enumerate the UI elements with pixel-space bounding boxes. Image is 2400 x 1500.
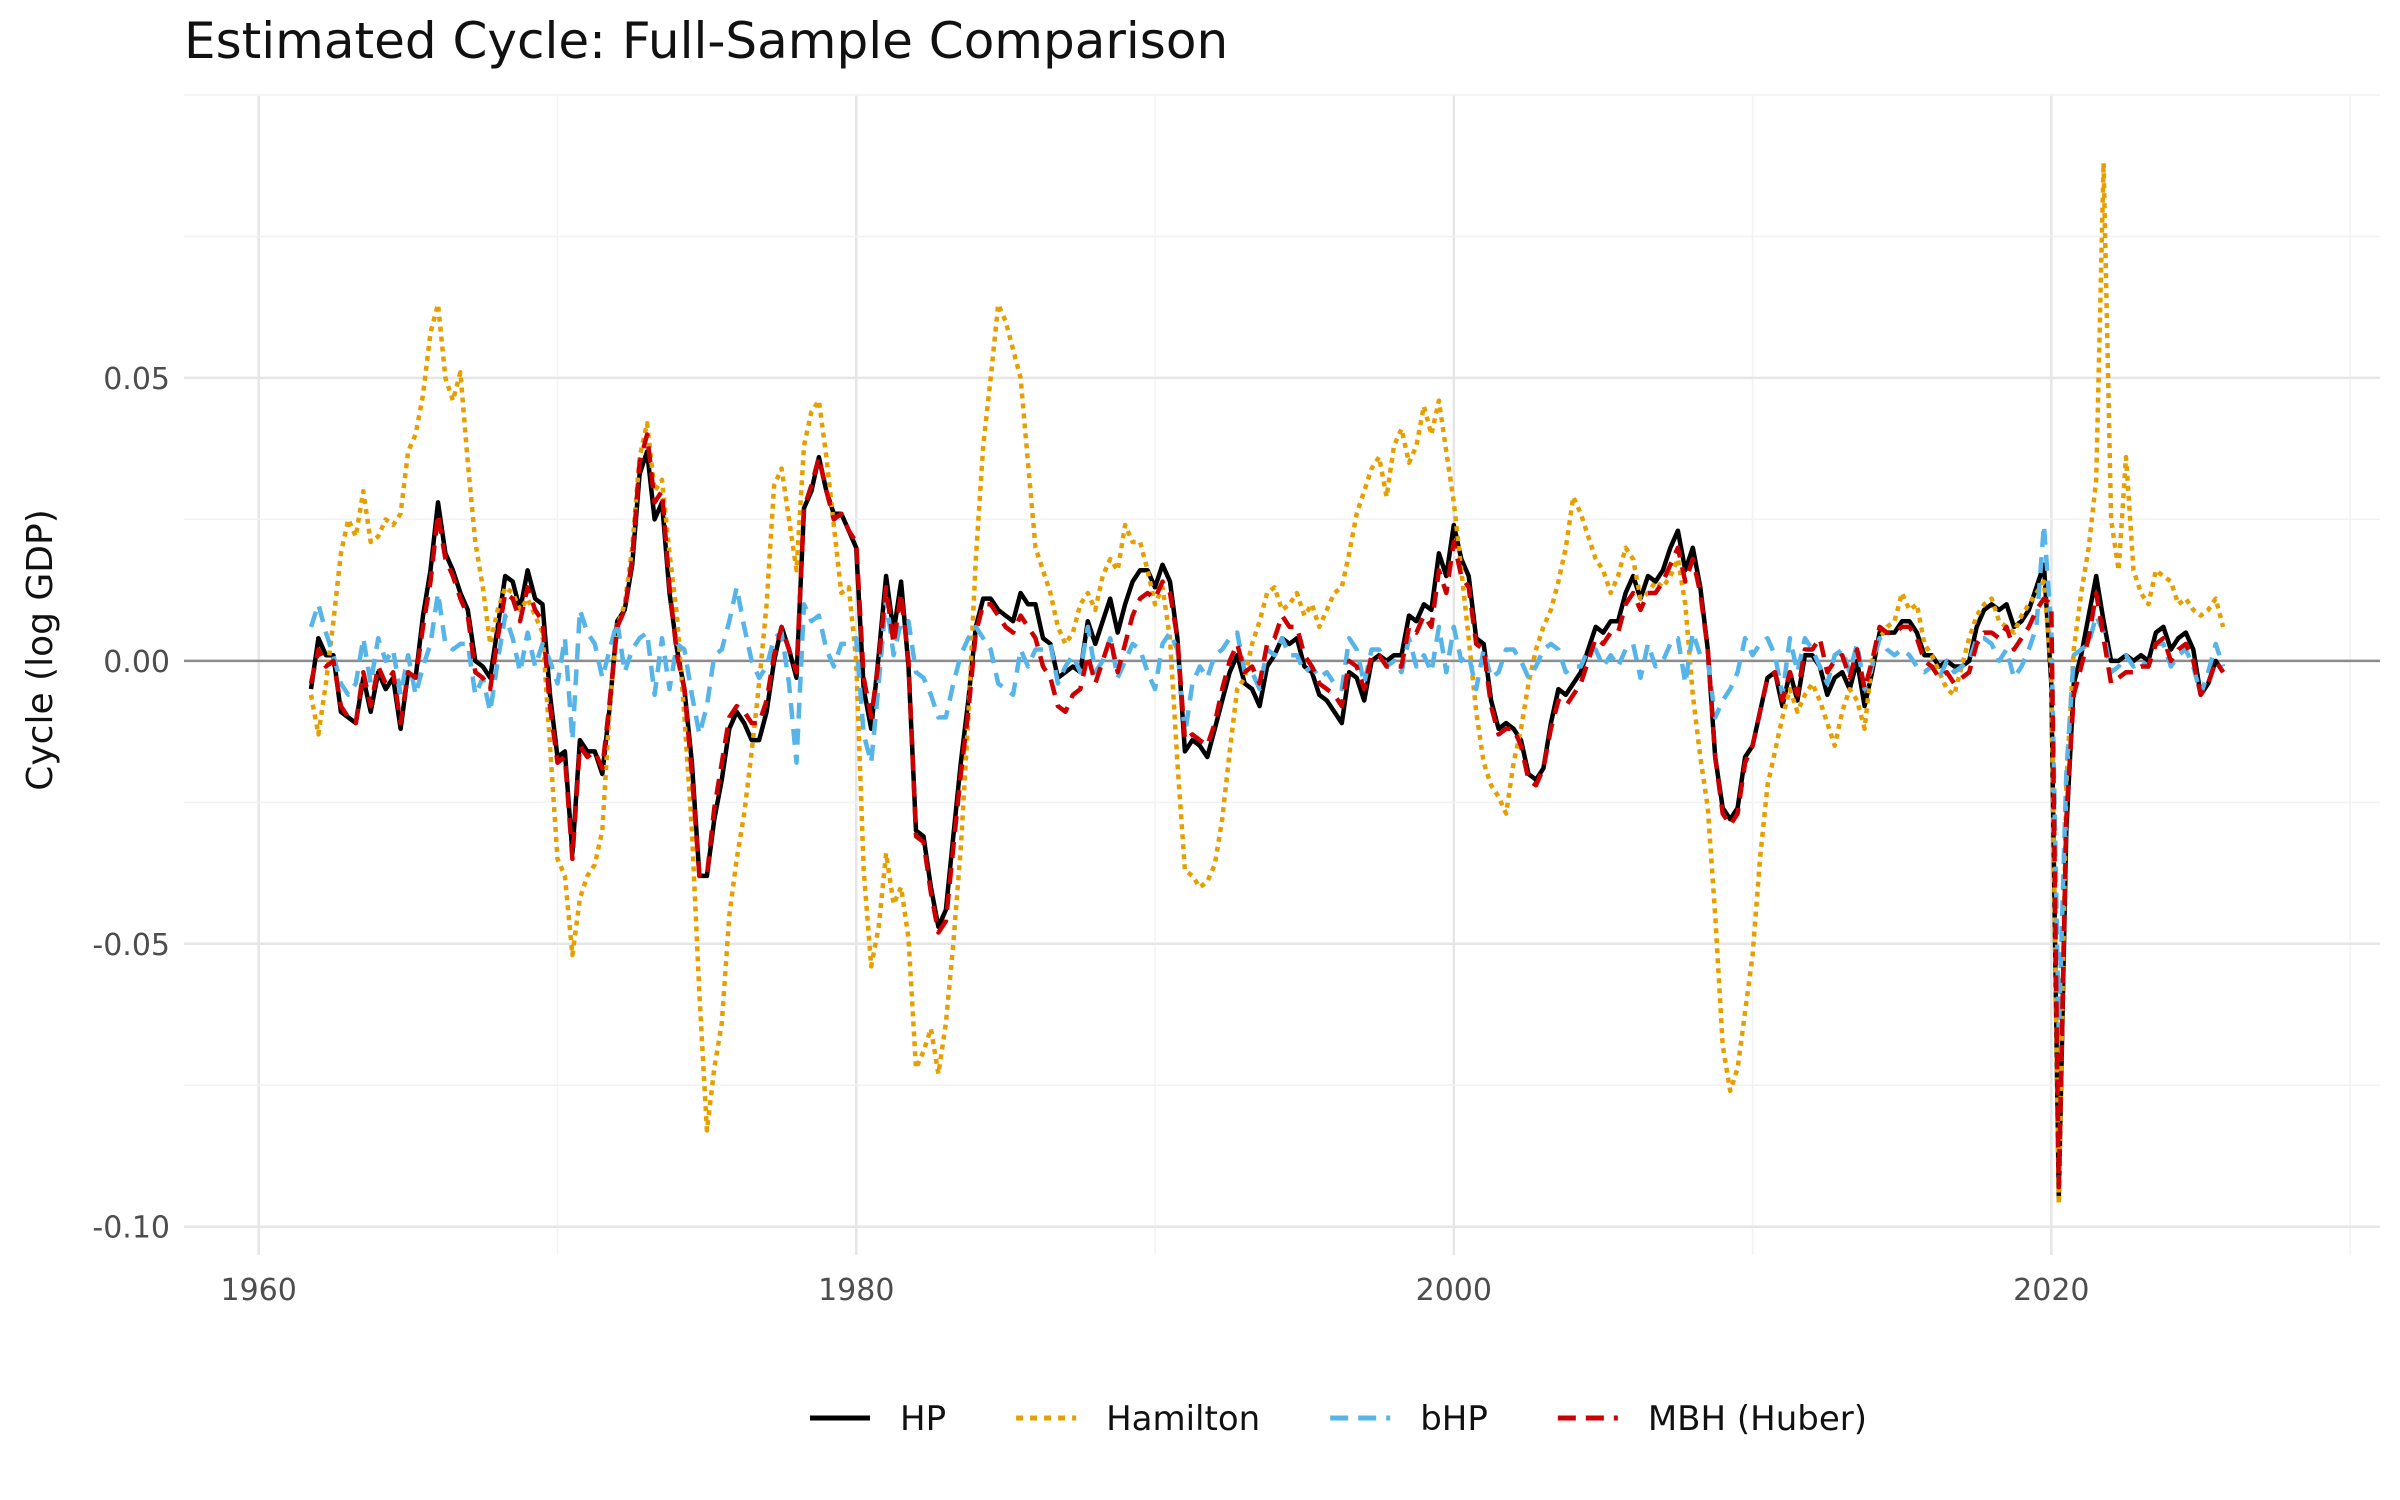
y-tick-label: 0.00 <box>103 645 170 680</box>
x-tick-label: 1960 <box>221 1273 297 1308</box>
legend-label: Hamilton <box>1106 1399 1260 1439</box>
legend-label: MBH (Huber) <box>1648 1399 1867 1439</box>
y-axis-title: Cycle (log GDP) <box>20 509 61 791</box>
y-tick-label: -0.05 <box>92 928 170 963</box>
series-line-hp <box>308 449 2225 1201</box>
y-tick-label: 0.05 <box>103 362 170 397</box>
x-tick-label: 2000 <box>1416 1273 1492 1308</box>
chart-title: Estimated Cycle: Full-Sample Comparison <box>184 12 1228 70</box>
series-line-bhp <box>308 522 2226 1037</box>
legend-label: HP <box>900 1399 946 1439</box>
legend-label: bHP <box>1420 1399 1488 1439</box>
legend: HP Hamilton bHP MBH (Huber) <box>810 1399 1867 1439</box>
series-line-hamilton <box>308 160 2226 1207</box>
x-tick-label: 1980 <box>818 1273 894 1308</box>
y-axis-ticks: -0.10 -0.05 0.00 0.05 <box>92 362 170 1246</box>
x-tick-label: 2020 <box>2013 1273 2089 1308</box>
series-line-mbh-huber <box>308 432 2225 1190</box>
x-axis-ticks: 1960 1980 2000 2020 <box>221 1273 2090 1308</box>
series-lines <box>308 160 2226 1207</box>
y-tick-label: -0.10 <box>92 1211 170 1246</box>
